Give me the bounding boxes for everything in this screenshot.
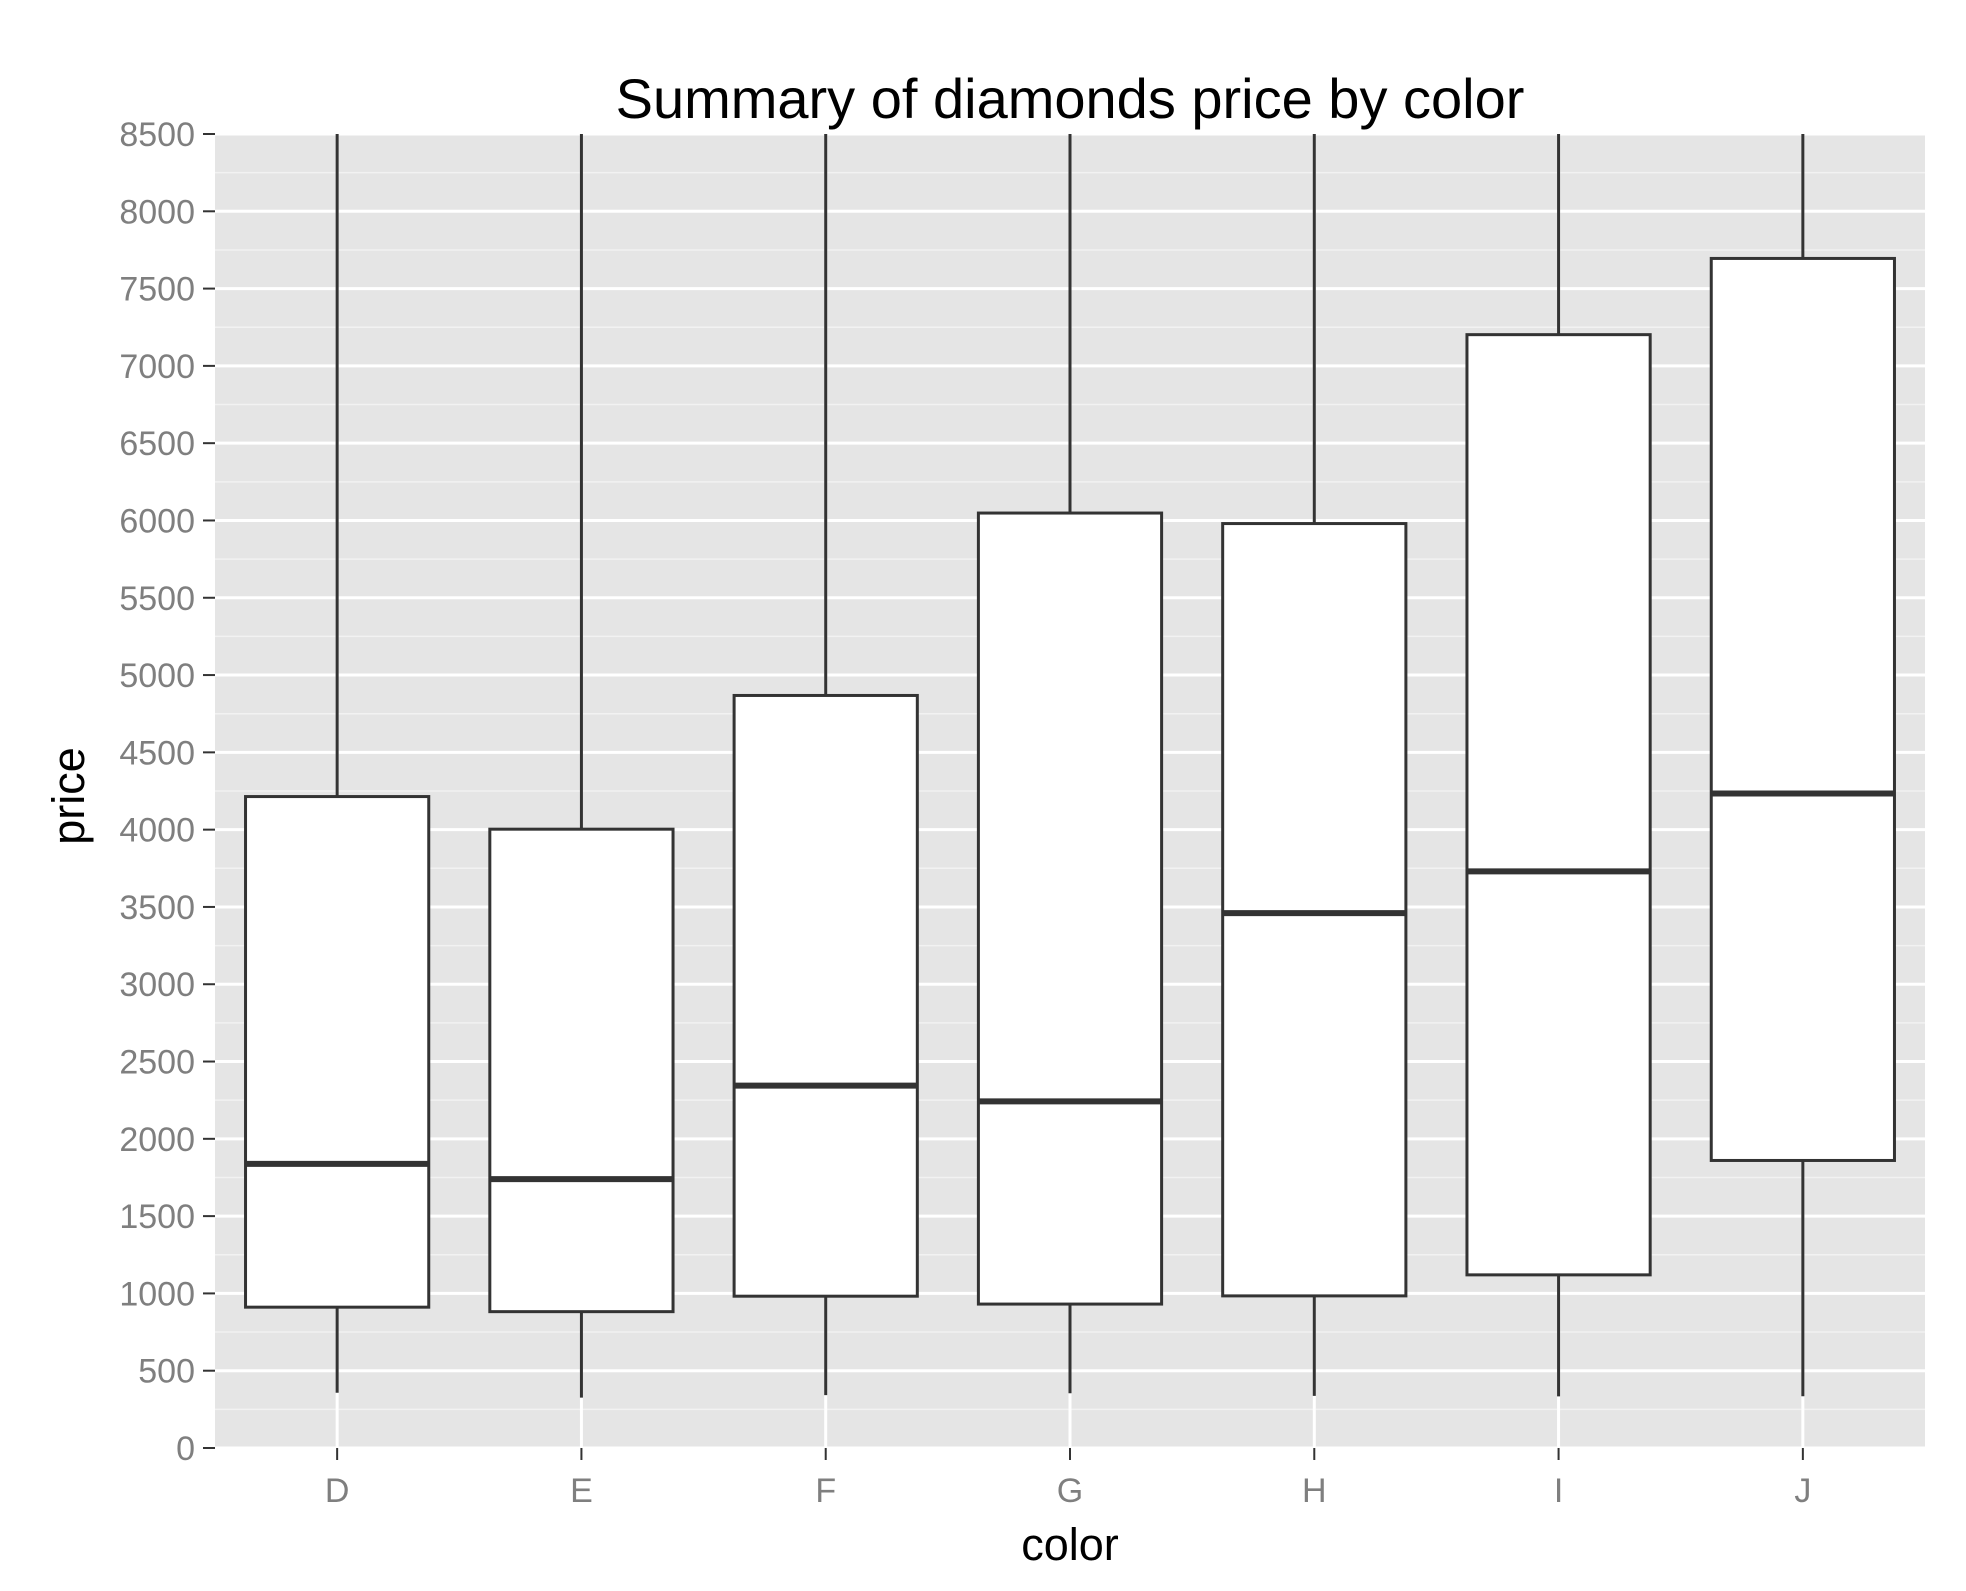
iqr-box bbox=[976, 511, 1164, 1306]
y-tick-label: 3500 bbox=[119, 889, 195, 927]
iqr-box bbox=[244, 795, 431, 1309]
box-E bbox=[488, 134, 675, 1398]
chart-title: Summary of diamonds price by color bbox=[616, 67, 1525, 130]
y-tick-label: 4000 bbox=[119, 812, 195, 850]
x-tick-label: F bbox=[815, 1472, 836, 1510]
x-tick-label: E bbox=[570, 1472, 593, 1510]
x-axis: D E F G H I J bbox=[325, 1448, 1811, 1510]
y-tick-label: 8500 bbox=[119, 116, 195, 154]
box-F bbox=[732, 134, 919, 1396]
box-I bbox=[1465, 134, 1652, 1397]
iqr-box bbox=[1709, 256, 1896, 1162]
box-G bbox=[976, 134, 1164, 1394]
y-tick-label: 5000 bbox=[119, 657, 195, 695]
y-tick-label: 1000 bbox=[119, 1275, 195, 1313]
iqr-box bbox=[732, 693, 919, 1298]
x-tick-label: H bbox=[1302, 1472, 1327, 1510]
y-tick-label: 2500 bbox=[119, 1044, 195, 1082]
boxes bbox=[244, 134, 1896, 1398]
iqr-box bbox=[1221, 522, 1408, 1298]
x-tick-label: I bbox=[1554, 1472, 1563, 1510]
y-tick-label: 8000 bbox=[119, 193, 195, 231]
y-tick-label: 5500 bbox=[119, 580, 195, 618]
y-tick-label: 2000 bbox=[119, 1121, 195, 1159]
x-tick-label: D bbox=[325, 1472, 350, 1510]
x-tick-label: G bbox=[1057, 1472, 1083, 1510]
x-axis-title: color bbox=[1021, 1519, 1119, 1570]
y-tick-label: 3000 bbox=[119, 966, 195, 1004]
box-H bbox=[1221, 134, 1408, 1396]
y-axis: 0 500 1000 1500 2000 2500 3000 3500 4000 4500 5000… bbox=[119, 116, 215, 1468]
box-D bbox=[244, 134, 431, 1393]
y-tick-label: 1500 bbox=[119, 1198, 195, 1236]
box-J bbox=[1709, 134, 1896, 1397]
y-tick-label: 0 bbox=[176, 1430, 195, 1468]
y-tick-label: 6000 bbox=[119, 502, 195, 540]
y-tick-label: 7500 bbox=[119, 271, 195, 309]
x-tick-label: J bbox=[1794, 1472, 1811, 1510]
y-axis-title: price bbox=[43, 747, 94, 845]
iqr-box bbox=[488, 827, 675, 1314]
iqr-box bbox=[1465, 333, 1652, 1277]
y-tick-label: 6500 bbox=[119, 425, 195, 463]
y-tick-label: 4500 bbox=[119, 734, 195, 772]
y-tick-label: 500 bbox=[138, 1353, 195, 1391]
y-tick-label: 7000 bbox=[119, 348, 195, 386]
